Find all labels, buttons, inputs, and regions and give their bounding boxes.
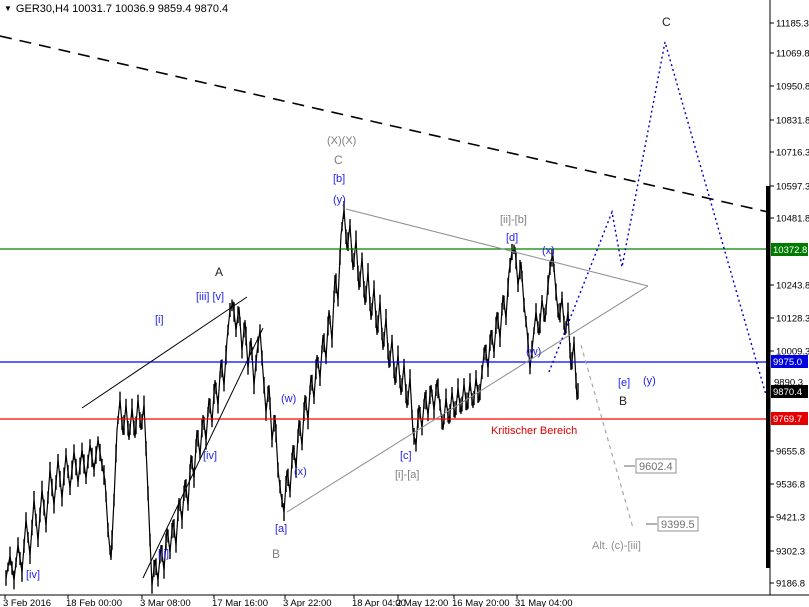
- critical-area-note: Kritischer Bereich: [491, 425, 577, 437]
- wave-label: (y): [333, 194, 346, 206]
- time-tick-label: 18 Feb 00:00: [66, 598, 122, 607]
- time-tick-label: 3 Apr 22:00: [283, 598, 332, 607]
- price-tick-label: 9186.8: [776, 579, 805, 590]
- time-tick-label: 2 May 12:00: [396, 598, 448, 607]
- wave-label: C: [662, 15, 671, 29]
- price-marker-label: 9975.0: [773, 357, 802, 368]
- time-tick-label: 3 Mar 08:00: [140, 598, 191, 607]
- price-target-label: 9399.5: [661, 519, 695, 531]
- symbol-dropdown-icon[interactable]: ▼: [4, 4, 12, 13]
- projection-path[interactable]: [548, 41, 767, 396]
- wave-label: (x): [294, 466, 307, 478]
- price-tick-label: 11069.8: [776, 49, 809, 60]
- price-tick-label: 9421.3: [776, 513, 805, 524]
- wave-label: A: [215, 265, 223, 279]
- price-tick-label: 9655.8: [776, 447, 805, 458]
- wave-label: (x): [542, 245, 555, 257]
- price-axis-bg: [771, 0, 809, 607]
- price-marker-label: 9870.4: [773, 387, 802, 398]
- price-tick-label: 10243.8: [776, 281, 809, 292]
- price-target-box[interactable]: [635, 458, 677, 474]
- wave-label: [iv]: [26, 569, 40, 581]
- wave-label: [iii] [v]: [196, 291, 224, 303]
- wave-label: [b]: [333, 173, 345, 185]
- price-marker-label: 9769.7: [773, 414, 802, 425]
- time-tick-label: 16 May 20:00: [452, 598, 510, 607]
- wave-label: C: [334, 153, 343, 167]
- time-tick-label: 18 Apr 04:00: [352, 598, 406, 607]
- price-tick-label: 10128.3: [776, 314, 809, 325]
- price-tick-label: 10009.3: [776, 347, 809, 358]
- price-axis-range-bar[interactable]: [766, 186, 770, 568]
- wave-label: [i]: [155, 314, 164, 326]
- time-tick-label: 3 Feb 2016: [3, 598, 51, 607]
- price-target-box[interactable]: [657, 516, 699, 532]
- price-tick-label: 10481.8: [776, 214, 809, 225]
- wave-label: [ii]-[b]: [500, 214, 527, 226]
- trendline[interactable]: [81, 296, 248, 409]
- wave-label: B: [272, 547, 280, 561]
- wave-label: (X)(X): [327, 135, 356, 147]
- wave-label: [e]: [618, 377, 630, 389]
- wave-label: [iv]: [203, 450, 217, 462]
- trendline[interactable]: [345, 208, 649, 287]
- time-tick-label: 31 May 04:00: [515, 598, 573, 607]
- chart-title-bar: ▼ GER30,H4 10031.7 10036.9 9859.4 9870.4: [4, 3, 228, 15]
- price-tick-label: 11185.3: [776, 19, 809, 30]
- price-target-label: 9602.4: [639, 461, 673, 473]
- chart-title: GER30,H4 10031.7 10036.9 9859.4 9870.4: [15, 3, 229, 15]
- price-marker-box: [771, 355, 808, 368]
- dashed-trendline[interactable]: [580, 344, 634, 529]
- trendline[interactable]: [286, 285, 649, 513]
- price-tick-label: 9536.8: [776, 480, 805, 491]
- wave-label: [ii]: [158, 548, 169, 560]
- wave-label: [d]: [506, 232, 518, 244]
- trendline[interactable]: [142, 327, 264, 579]
- price-tick-label: 10831.8: [776, 116, 809, 127]
- wave-label: [c]: [400, 450, 412, 462]
- wave-label: (w): [526, 346, 541, 358]
- wave-label: (w): [281, 393, 296, 405]
- price-marker-label: 10372.8: [773, 245, 807, 256]
- price-marker-box: [771, 412, 808, 425]
- wave-label: Alt. (c)-[iii]: [592, 540, 641, 552]
- time-tick-label: 17 Mar 16:00: [212, 598, 268, 607]
- price-marker-box: [771, 385, 808, 398]
- price-tick-label-partial: 9890.3: [774, 378, 803, 389]
- price-marker-box: [771, 243, 808, 256]
- wave-label: [i]-[a]: [395, 469, 419, 481]
- wave-label: (y): [643, 375, 656, 387]
- dashed-trendline[interactable]: [0, 35, 769, 213]
- price-tick-label: 10597.3: [776, 182, 809, 193]
- wave-label: [a]: [275, 523, 287, 535]
- wave-label: B: [619, 394, 627, 408]
- price-tick-label: 10716.3: [776, 148, 809, 159]
- price-tick-label: 10950.8: [776, 82, 809, 93]
- price-tick-label: 9302.3: [776, 547, 805, 558]
